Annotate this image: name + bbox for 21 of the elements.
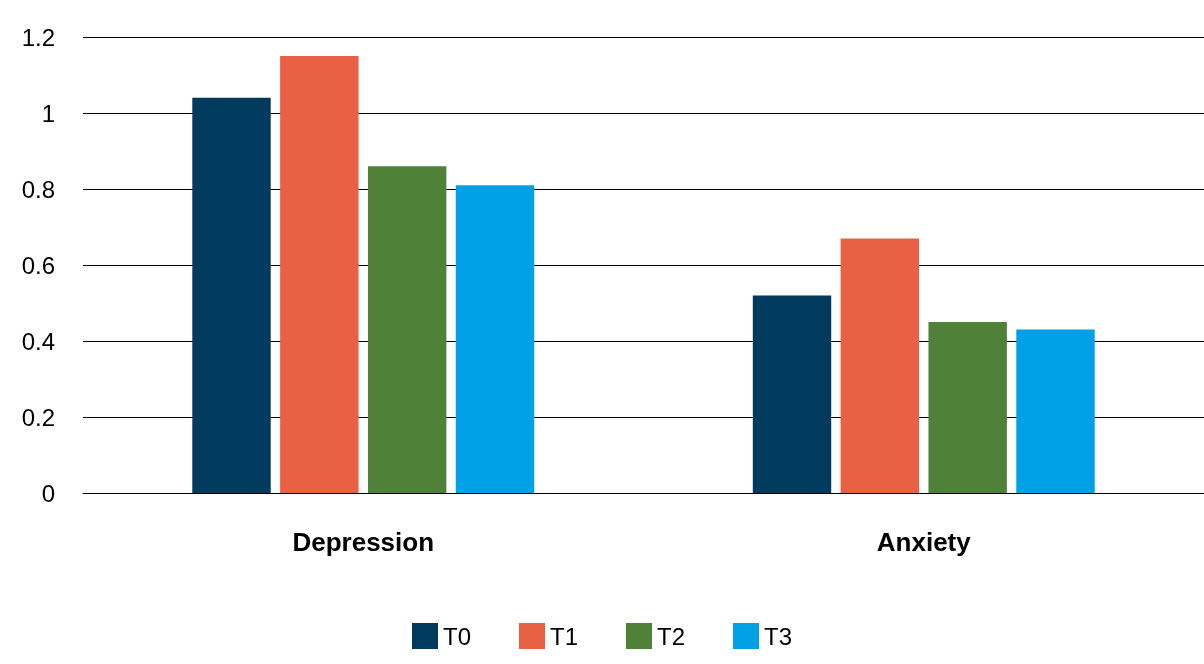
x-tick-label: Anxiety — [876, 527, 972, 557]
bar — [280, 56, 359, 493]
bar — [192, 97, 271, 493]
y-tick-label: 0 — [41, 479, 55, 507]
x-tick-label: Depression — [292, 527, 435, 557]
y-tick-label: 0.4 — [21, 327, 55, 355]
y-tick-label: 1 — [41, 99, 55, 127]
bar — [455, 185, 535, 493]
bar — [1016, 329, 1095, 493]
legend-label: T0 — [442, 622, 471, 650]
legend-label: T2 — [657, 622, 686, 650]
y-tick-label: 0.6 — [21, 251, 55, 279]
y-tick-label: 0.2 — [21, 403, 55, 431]
legend-label: T3 — [764, 622, 793, 650]
bar — [752, 295, 832, 493]
bar — [928, 322, 1007, 493]
bar — [840, 238, 920, 493]
y-tick-label: 0.8 — [21, 175, 55, 203]
bar — [367, 166, 447, 493]
y-tick-label: 1.2 — [21, 23, 55, 51]
legend-label: T1 — [549, 622, 579, 650]
